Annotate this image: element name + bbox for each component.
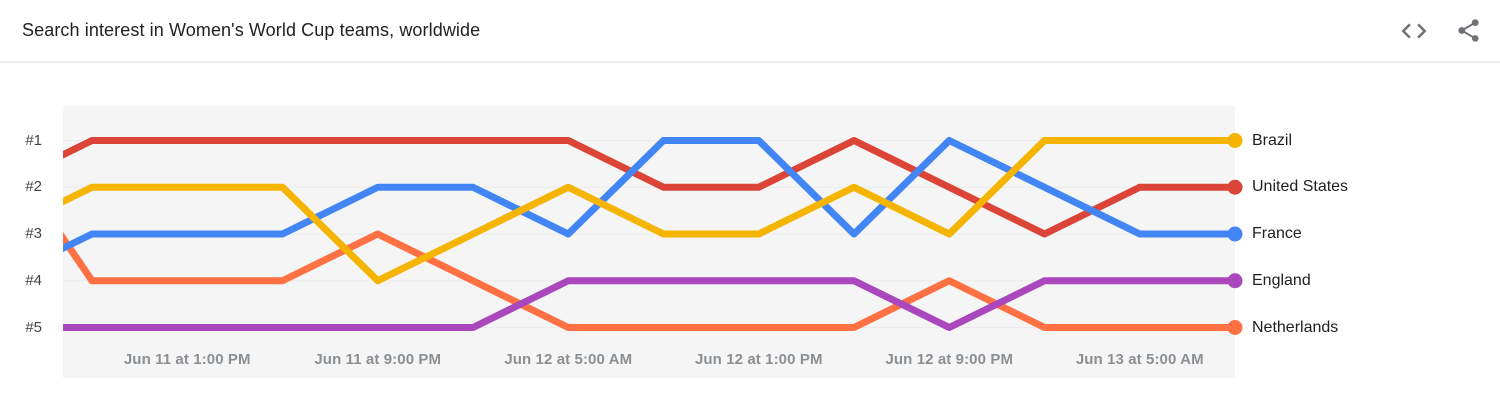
share-icon [1458,19,1479,42]
time-axis-label-3: Jun 12 at 5:00 AM [504,351,633,368]
code-icon [1401,23,1427,38]
legend-item-brazil: Brazil [1252,131,1293,149]
series-line-brazil[interactable] [0,137,1235,285]
legend-item-netherlands: Netherlands [1252,318,1339,336]
rank-axis-label-5: #5 [25,318,42,336]
time-axis-label-4: Jun 12 at 1:00 PM [694,351,823,368]
series-endpoint-france[interactable] [1227,226,1243,242]
series-line-netherlands[interactable] [0,141,1235,331]
series-endpoint-netherlands[interactable] [1227,320,1243,335]
time-axis-label-6: Jun 13 at 5:00 AM [1075,351,1204,368]
rank-chart-canvas [0,106,1243,378]
series-endpoint-united-states[interactable] [1227,179,1243,195]
series-endpoint-england[interactable] [1227,273,1243,289]
plot-area [63,106,1235,378]
series-line-united-states[interactable] [0,137,1235,238]
header-actions [1399,16,1500,46]
rank-axis-label-4: #4 [25,271,42,289]
legend-item-france: France [1252,225,1302,242]
rank-chart: #1 #2 #3 #4 #5 Jun 11 at 1:00 PM Jun 11 at 9:… [0,63,1500,415]
rank-axis-label-3: #3 [25,225,42,242]
rank-axis-label-1: #1 [25,131,42,149]
widget-header: Search interest in Women's World Cup tea… [0,0,1500,63]
time-axis-label-5: Jun 12 at 9:00 PM [885,351,1014,368]
embed-code-button[interactable] [1399,16,1429,46]
legend-item-united-states: United States [1252,178,1349,196]
share-button[interactable] [1455,17,1482,44]
time-axis-label-2: Jun 11 at 9:00 PM [314,351,442,368]
rank-axis-label-2: #2 [25,178,42,196]
series-endpoint-brazil[interactable] [1227,133,1243,148]
series-line-france[interactable] [0,137,1235,281]
time-axis-label-1: Jun 11 at 1:00 PM [123,351,251,368]
page-title: Search interest in Women's World Cup tea… [22,20,481,40]
series-line-england[interactable] [0,277,1235,331]
legend-item-england: England [1252,271,1311,289]
